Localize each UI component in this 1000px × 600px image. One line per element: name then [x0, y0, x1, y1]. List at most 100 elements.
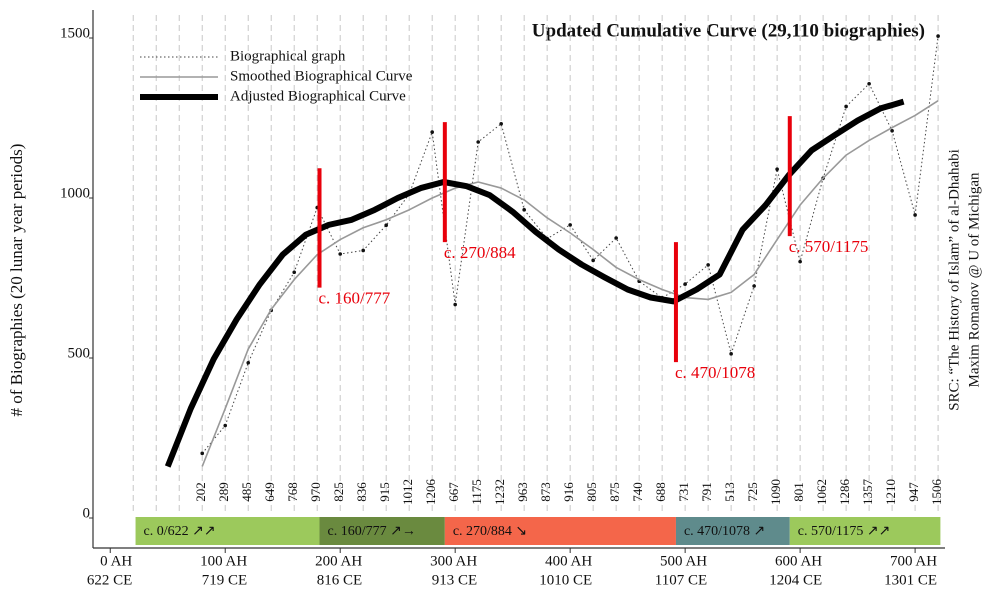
data-point: [775, 167, 779, 171]
data-point: [338, 252, 343, 256]
data-label: 1012: [400, 479, 415, 505]
x-tick-label-ce: 1010 CE: [539, 572, 592, 588]
data-label: 1090: [768, 479, 783, 505]
x-tick-label: 0 AH: [100, 553, 132, 569]
y-axis-label: # of Biographies (20 lunar year periods): [7, 144, 26, 417]
data-point: [913, 213, 917, 217]
x-tick-label: 400 AH: [545, 553, 592, 569]
marker-label: c. 470/1078: [675, 363, 755, 382]
x-tick-label: 200 AH: [315, 553, 362, 569]
data-point: [499, 121, 503, 126]
data-point: [430, 130, 434, 134]
data-label: 667: [446, 482, 461, 502]
x-tick-label: 500 AH: [660, 553, 707, 569]
data-label: 1206: [423, 479, 438, 506]
data-point: [890, 129, 894, 133]
x-tick-label-ce: 913 CE: [432, 572, 477, 588]
x-tick-label: 600 AH: [775, 553, 822, 569]
data-label: 1286: [837, 479, 852, 506]
data-point: [453, 302, 457, 307]
data-label: 649: [262, 482, 277, 502]
data-label: 915: [377, 482, 392, 502]
data-label: 513: [722, 482, 737, 502]
series-line: [164, 98, 905, 468]
data-label: 740: [630, 482, 645, 502]
data-point: [591, 258, 595, 263]
data-label: 875: [607, 482, 622, 502]
data-point: [798, 259, 802, 264]
x-tick-label-ce: 622 CE: [87, 572, 132, 588]
data-point: [522, 208, 526, 212]
data-point: [614, 236, 618, 240]
x-tick-label: 700 AH: [890, 553, 937, 569]
period-band: [675, 517, 790, 545]
data-point: [384, 223, 388, 227]
data-label: 825: [331, 482, 346, 502]
source-note: SRC: “The History of Islam” of al-Dhahab…: [946, 149, 962, 411]
data-label: 963: [515, 482, 530, 502]
data-point: [706, 263, 710, 267]
marker-label: c. 570/1175: [789, 237, 869, 256]
period-label: c. 270/884 ↘: [453, 524, 527, 539]
series-line: [201, 100, 939, 467]
legend-label: Smoothed Biographical Curve: [230, 68, 413, 84]
data-point: [568, 223, 572, 227]
period-label: c. 570/1175 ↗↗: [798, 524, 891, 539]
data-point: [200, 451, 205, 456]
data-label: 725: [745, 482, 760, 502]
data-label: 801: [791, 482, 806, 502]
y-tick-label: 1000: [60, 185, 90, 201]
period-band: [135, 517, 320, 545]
data-point: [729, 352, 733, 356]
data-label: 688: [653, 482, 668, 502]
x-tick-label: 100 AH: [200, 553, 247, 569]
chart-title: Updated Cumulative Curve (29,110 biograp…: [532, 20, 925, 41]
author-note: Maxim Romanov @ U of Michigan: [966, 172, 982, 388]
data-point: [844, 104, 848, 109]
data-label: 873: [538, 482, 553, 502]
data-point: [683, 282, 687, 286]
data-label: 768: [285, 482, 300, 502]
period-band: [789, 517, 941, 545]
data-label: 1062: [814, 479, 829, 505]
data-point: [246, 361, 251, 365]
data-label: 1232: [492, 479, 507, 505]
data-label: 947: [906, 482, 921, 502]
data-label: 202: [193, 482, 208, 502]
period-label: c. 160/777 ↗→: [328, 524, 416, 539]
y-tick-label: 0: [83, 505, 91, 521]
marker-label: c. 160/777: [319, 289, 391, 308]
x-tick-label-ce: 719 CE: [202, 572, 247, 588]
data-label: 916: [561, 482, 576, 502]
y-tick-label: 500: [68, 345, 91, 361]
data-label: 805: [584, 482, 599, 502]
data-label: 731: [676, 482, 691, 502]
y-tick-label: 1500: [60, 25, 90, 41]
data-point: [361, 248, 366, 253]
x-tick-label: 300 AH: [430, 553, 477, 569]
x-tick-label-ce: 1107 CE: [655, 572, 707, 588]
data-label: 791: [699, 482, 714, 502]
period-band: [319, 517, 445, 545]
data-label: 485: [239, 482, 254, 502]
x-tick-label-ce: 1204 CE: [769, 572, 822, 588]
data-point: [292, 270, 297, 275]
data-point: [223, 423, 228, 428]
data-label: 1357: [860, 479, 875, 506]
data-point: [476, 140, 480, 144]
data-label: 836: [354, 482, 369, 502]
marker-label: c. 270/884: [444, 243, 516, 262]
period-label: c. 470/1078 ↗: [684, 524, 765, 539]
legend-label: Biographical graph: [230, 48, 346, 64]
data-point: [936, 34, 940, 38]
x-tick-label-ce: 1301 CE: [884, 572, 937, 588]
data-label: 1210: [883, 479, 898, 505]
legend-label: Adjusted Biographical Curve: [230, 88, 406, 104]
data-point: [752, 284, 756, 288]
data-label: 1506: [929, 479, 944, 506]
data-label: 970: [308, 482, 323, 502]
period-band: [444, 517, 676, 545]
data-label: 1175: [469, 479, 484, 505]
